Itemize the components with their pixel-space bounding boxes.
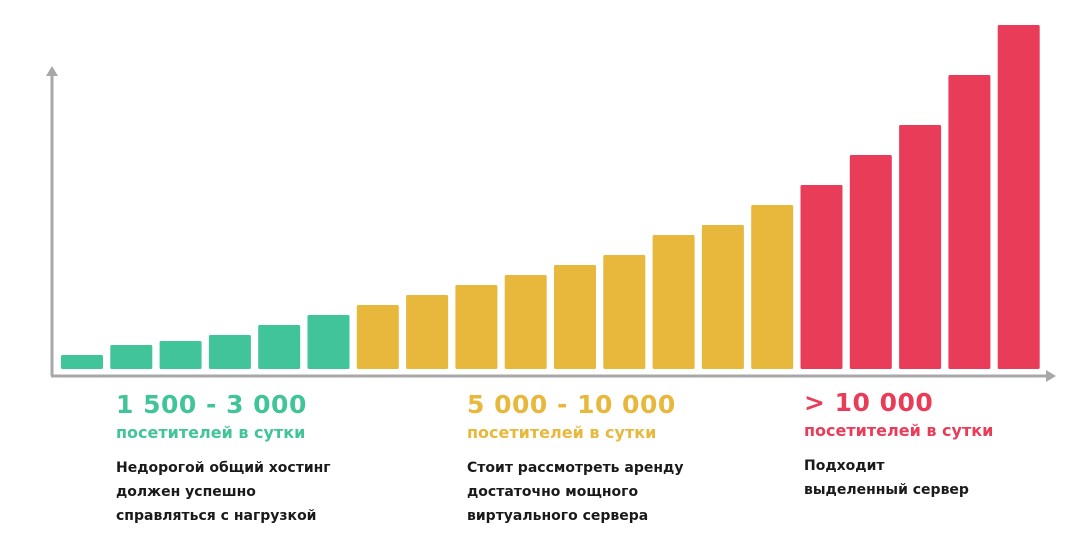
bar-8 [406, 295, 449, 369]
description-line: виртуального сервера [467, 508, 649, 524]
bar-1 [61, 355, 103, 369]
bar-18 [899, 125, 942, 369]
annotation-red: > 10 000 посетителей в сутки Подходит вы… [804, 388, 993, 502]
bar-17 [849, 155, 892, 369]
description-line: Недорогой общий хостинг [116, 460, 331, 476]
description-line: должен успешно [116, 484, 256, 500]
description: Стоит рассмотреть аренду достаточно мощн… [467, 456, 683, 528]
bar-3 [159, 341, 202, 369]
y-axis-arrow-icon [46, 66, 58, 76]
range-label: 1 500 - 3 000 [116, 390, 307, 419]
annotation-green: 1 500 - 3 000 посетителей в сутки Недоро… [116, 390, 331, 528]
description-line: Стоит рассмотреть аренду [467, 460, 684, 476]
bar-5 [258, 325, 301, 369]
bar-10 [504, 275, 547, 369]
bar-19 [948, 75, 991, 369]
bar-7 [356, 305, 399, 369]
description: Подходит выделенный сервер [804, 454, 993, 502]
bar-11 [554, 265, 596, 369]
bar-9 [455, 285, 498, 369]
bar-12 [603, 255, 646, 369]
annotation-yellow: 5 000 - 10 000 посетителей в сутки Стоит… [467, 390, 683, 528]
description-line: достаточно мощного [467, 484, 639, 500]
bar-15 [751, 205, 794, 369]
range-label: > 10 000 [804, 388, 934, 417]
description-line: Подходит [804, 458, 885, 474]
unit-label: посетителей в сутки [804, 421, 994, 440]
bar-6 [307, 315, 350, 369]
description-line: выделенный сервер [804, 482, 969, 498]
bar-16 [800, 185, 843, 369]
x-axis-arrow-icon [1046, 370, 1056, 382]
description: Недорогой общий хостинг должен успешно с… [116, 456, 331, 528]
description-line: справляться с нагрузкой [116, 508, 317, 524]
bar-2 [110, 345, 153, 369]
range-label: 5 000 - 10 000 [467, 390, 676, 419]
unit-label: посетителей в сутки [467, 423, 657, 442]
bar-4 [208, 335, 251, 369]
bar-14 [701, 225, 744, 369]
bar-20 [997, 25, 1040, 369]
bar-13 [652, 235, 695, 369]
unit-label: посетителей в сутки [116, 423, 306, 442]
